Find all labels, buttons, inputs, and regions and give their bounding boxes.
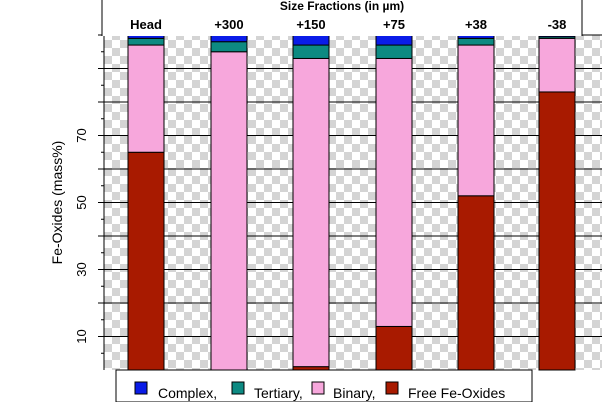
legend: Complex, Tertiary, Binary, Free Fe-Oxides <box>134 381 505 401</box>
bar-segment <box>210 41 248 53</box>
y-tick-label: 10 <box>74 329 89 343</box>
legend-swatch <box>385 381 399 395</box>
category-label: -38 <box>548 17 567 32</box>
category-label: +150 <box>296 17 325 32</box>
bar-segment <box>538 37 576 93</box>
bar-segment <box>538 91 576 371</box>
bar-segment <box>375 34 413 46</box>
bar-segment <box>127 37 165 46</box>
bar-segment <box>127 44 165 153</box>
bar-stack <box>375 34 413 371</box>
legend-swatch <box>134 381 148 395</box>
bar-segment <box>457 195 495 371</box>
y-tick-label: 30 <box>74 262 89 276</box>
category-label: +38 <box>465 17 487 32</box>
legend-swatch <box>231 381 245 395</box>
bar-stack <box>127 34 165 371</box>
bar-segment <box>457 37 495 46</box>
bar-segment <box>210 34 248 43</box>
bar-segment <box>292 44 330 59</box>
category-label: +75 <box>383 17 405 32</box>
bar-segment <box>127 151 165 371</box>
bar-segment <box>292 34 330 46</box>
legend-label: Free Fe-Oxides <box>408 385 505 401</box>
category-labels: Head +300 +150 +75 +38 -38 <box>130 17 566 32</box>
category-label: +300 <box>214 17 243 32</box>
bars <box>127 34 576 371</box>
bar-stack <box>538 34 576 371</box>
y-tick-label: 70 <box>74 128 89 142</box>
y-tick-label: 50 <box>74 195 89 209</box>
bar-segment <box>210 51 248 371</box>
bar-segment <box>292 366 330 371</box>
bar-stack <box>292 34 330 371</box>
legend-label: Tertiary, <box>254 385 303 401</box>
legend-swatch <box>311 381 325 395</box>
legend-label: Binary, <box>333 385 376 401</box>
top-axis-title: Size Fractions (in µm) <box>280 0 404 13</box>
bar-segment <box>375 44 413 59</box>
category-label: Head <box>130 17 162 32</box>
y-axis-ticks: 10 30 50 70 <box>74 34 104 354</box>
top-banner <box>102 0 582 36</box>
bar-segment <box>375 57 413 327</box>
bar-stack <box>457 34 495 371</box>
y-axis-title: Fe-Oxides (mass%) <box>49 141 65 265</box>
bar-stack <box>210 34 248 371</box>
bar-segment <box>292 57 330 368</box>
legend-label: Complex, <box>158 385 217 401</box>
bar-segment <box>375 325 413 371</box>
bar-segment <box>457 44 495 197</box>
